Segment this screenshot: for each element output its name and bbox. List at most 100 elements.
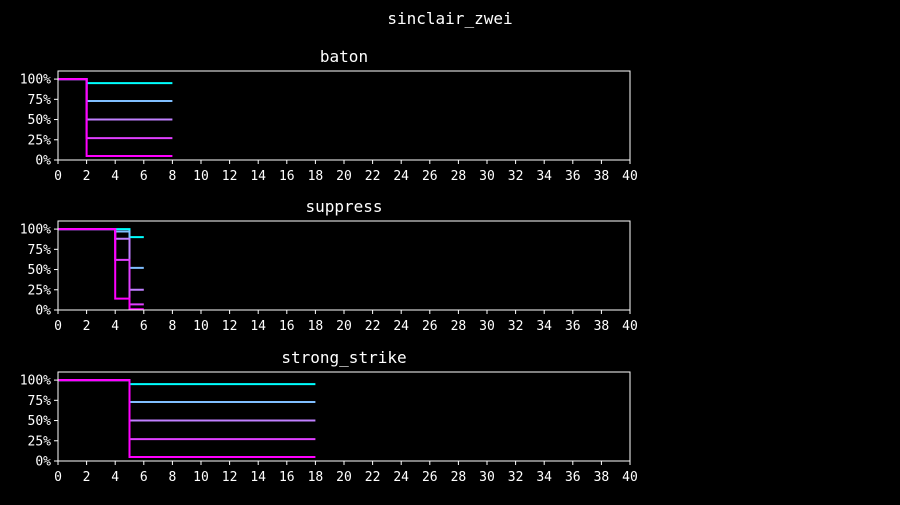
- x-tick-label: 10: [193, 470, 209, 485]
- x-tick-label: 14: [250, 470, 266, 485]
- x-tick-label: 34: [536, 470, 552, 485]
- x-tick-label: 20: [336, 319, 352, 334]
- series-line-5: [58, 78, 173, 157]
- x-tick-label: 30: [479, 470, 495, 485]
- x-tick-label: 28: [451, 319, 467, 334]
- x-tick-label: 4: [111, 169, 119, 184]
- x-tick-label: 8: [168, 319, 176, 334]
- x-tick-label: 34: [536, 169, 552, 184]
- series-line-3: [58, 78, 173, 121]
- x-tick-label: 20: [336, 470, 352, 485]
- x-tick-label: 32: [508, 169, 524, 184]
- x-tick-label: 12: [222, 169, 238, 184]
- y-tick-label: 50%: [28, 414, 52, 429]
- series-line-1: [58, 228, 144, 239]
- axes-frame: [57, 220, 631, 311]
- x-tick-label: 36: [565, 319, 581, 334]
- y-tick-label: 100%: [20, 374, 51, 389]
- series-line-3: [58, 228, 144, 291]
- subplot-title: suppress: [305, 197, 382, 216]
- x-tick-label: 20: [336, 169, 352, 184]
- x-tick-label: 40: [622, 319, 638, 334]
- x-tick-label: 18: [308, 470, 324, 485]
- x-tick-label: 34: [536, 319, 552, 334]
- x-tick-label: 40: [622, 470, 638, 485]
- y-tick-label: 25%: [28, 434, 52, 449]
- x-tick-label: 18: [308, 319, 324, 334]
- x-tick-label: 2: [83, 169, 91, 184]
- x-tick-label: 2: [83, 319, 91, 334]
- x-tick-label: 24: [393, 319, 409, 334]
- x-tick-label: 24: [393, 169, 409, 184]
- y-tick-label: 75%: [28, 243, 52, 258]
- x-tick-label: 30: [479, 319, 495, 334]
- series-line-4: [58, 78, 173, 140]
- x-tick-label: 36: [565, 470, 581, 485]
- axes-frame: [57, 70, 631, 161]
- x-tick-label: 0: [54, 319, 62, 334]
- x-tick-label: 26: [422, 169, 438, 184]
- y-tick-label: 0%: [35, 455, 51, 470]
- x-tick-label: 6: [140, 470, 148, 485]
- x-tick-label: 4: [111, 319, 119, 334]
- x-tick-label: 18: [308, 169, 324, 184]
- x-tick-label: 6: [140, 319, 148, 334]
- y-tick-label: 50%: [28, 113, 52, 128]
- x-tick-label: 22: [365, 470, 381, 485]
- x-tick-label: 38: [594, 319, 610, 334]
- y-tick-label: 0%: [35, 304, 51, 319]
- x-tick-label: 8: [168, 470, 176, 485]
- series-line-4: [58, 228, 144, 306]
- x-tick-label: 10: [193, 319, 209, 334]
- x-tick-label: 6: [140, 169, 148, 184]
- axes-frame: [57, 371, 631, 462]
- y-tick-label: 25%: [28, 133, 52, 148]
- y-tick-label: 75%: [28, 394, 52, 409]
- subplot-title: baton: [320, 47, 368, 66]
- x-tick-label: 30: [479, 169, 495, 184]
- subplot-title: strong_strike: [281, 348, 406, 367]
- series-line-3: [58, 379, 316, 422]
- x-tick-label: 10: [193, 169, 209, 184]
- figure-title: sinclair_zwei: [387, 9, 512, 28]
- x-tick-label: 24: [393, 470, 409, 485]
- x-tick-label: 26: [422, 470, 438, 485]
- x-tick-label: 0: [54, 169, 62, 184]
- x-tick-label: 22: [365, 319, 381, 334]
- y-tick-label: 50%: [28, 263, 52, 278]
- x-tick-label: 28: [451, 169, 467, 184]
- x-tick-label: 36: [565, 169, 581, 184]
- x-tick-label: 16: [279, 470, 295, 485]
- series-line-4: [58, 379, 316, 441]
- x-tick-label: 32: [508, 470, 524, 485]
- series-line-5: [58, 379, 316, 458]
- y-tick-label: 100%: [20, 223, 51, 238]
- x-tick-label: 14: [250, 319, 266, 334]
- x-tick-label: 38: [594, 470, 610, 485]
- y-tick-label: 25%: [28, 283, 52, 298]
- x-tick-label: 12: [222, 470, 238, 485]
- x-tick-label: 32: [508, 319, 524, 334]
- x-tick-label: 2: [83, 470, 91, 485]
- x-tick-label: 28: [451, 470, 467, 485]
- x-tick-label: 38: [594, 169, 610, 184]
- x-tick-label: 14: [250, 169, 266, 184]
- x-tick-label: 8: [168, 169, 176, 184]
- series-line-5: [58, 228, 144, 311]
- x-tick-label: 16: [279, 169, 295, 184]
- x-tick-label: 40: [622, 169, 638, 184]
- x-tick-label: 22: [365, 169, 381, 184]
- x-tick-label: 4: [111, 470, 119, 485]
- x-tick-label: 26: [422, 319, 438, 334]
- x-tick-label: 16: [279, 319, 295, 334]
- y-tick-label: 100%: [20, 73, 51, 88]
- y-tick-label: 75%: [28, 93, 52, 108]
- series-line-2: [58, 228, 144, 269]
- y-tick-label: 0%: [35, 154, 51, 169]
- x-tick-label: 12: [222, 319, 238, 334]
